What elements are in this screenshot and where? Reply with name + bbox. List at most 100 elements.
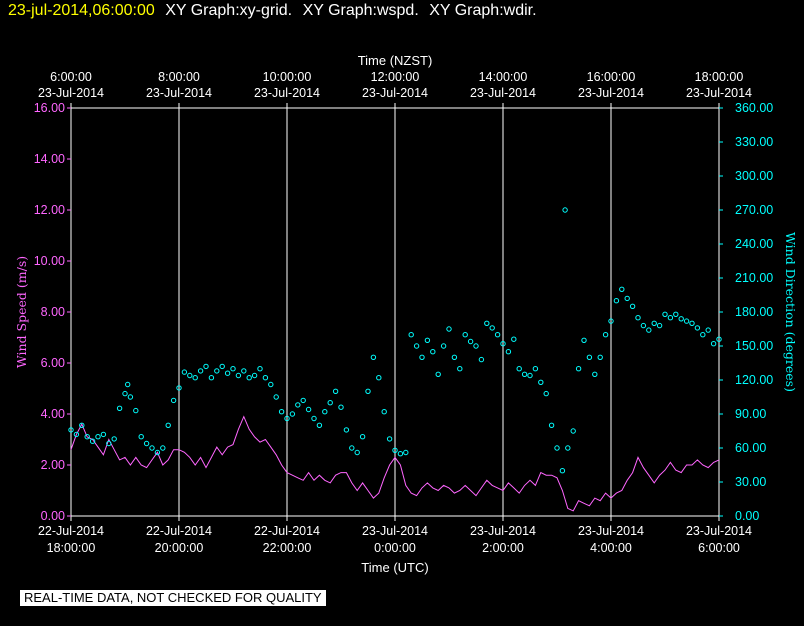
bottom-tick-time: 18:00:00 [47,541,96,555]
wind-direction-point [376,375,382,381]
wind-direction-point [354,449,360,456]
wind-direction-point [602,332,609,338]
wind-direction-point [257,366,263,372]
wind-direction-point [122,390,128,397]
wind-direction-point [176,385,182,391]
wind-direction-point [311,415,317,422]
wind-direction-point [505,349,512,355]
top-tick-time: 6:00:00 [50,70,92,84]
wind-direction-point [700,332,706,338]
wind-direction-point [349,445,355,451]
wind-direction-point [538,379,544,385]
wind-direction-point [494,332,501,338]
wind-direction-point [359,434,366,440]
bottom-axis-title: Time (UTC) [361,560,428,575]
wind-direction-point [203,363,209,370]
wind-direction-point [613,298,620,304]
wind-direction-point [597,354,603,360]
bottom-tick-time: 6:00:00 [698,541,740,555]
bottom-tick-time: 20:00:00 [155,541,204,555]
wind-direction-point [235,372,242,379]
wind-direction-point [570,428,576,434]
wind-direction-point [392,447,398,453]
wind-direction-point [646,327,652,333]
wind-direction-point [106,440,112,447]
wind-direction-point [246,375,252,381]
wind-direction-point [430,349,436,355]
left-tick-label: 10.00 [34,254,65,268]
wind-direction-point [262,375,269,381]
wind-direction-point [289,411,296,417]
wind-direction-point [511,336,517,342]
right-tick-label: 90.00 [735,407,766,421]
wind-direction-point [543,390,549,397]
wind-direction-point [451,354,458,360]
wind-direction-point [408,332,414,338]
quality-note: REAL-TIME DATA, NOT CHECKED FOR QUALITY [20,590,326,606]
wind-direction-point [192,375,198,381]
bottom-tick-date: 22-Jul-2014 [254,524,320,538]
wind-direction-point [73,431,80,438]
wind-direction-point [667,315,674,321]
right-tick-label: 60.00 [735,441,766,455]
header-timestamp: 23-jul-2014,06:00:00 [8,2,155,19]
right-tick-label: 180.00 [735,305,773,319]
left-tick-label: 14.00 [34,152,65,166]
wind-direction-point [116,405,123,411]
wind-direction-point [111,436,117,442]
wind-direction-point [138,434,144,440]
left-tick-label: 8.00 [41,305,65,319]
wind-direction-point [187,372,193,379]
wind-direction-point [125,381,131,388]
wind-direction-point [160,445,166,451]
wind-direction-point [381,409,387,415]
wind-direction-point [127,394,134,400]
wind-direction-point [95,434,101,440]
wind-direction-point [322,409,328,415]
wind-direction-point [214,368,220,374]
wind-direction-point [462,332,468,338]
wind-direction-point [478,356,485,363]
wind-direction-point [581,337,587,343]
wind-direction-point [343,427,350,433]
wind-direction-point [559,468,566,474]
left-tick-label: 16.00 [34,101,65,115]
wind-direction-point [143,440,150,447]
wind-direction-point [484,320,490,326]
right-tick-label: 120.00 [735,373,773,387]
wind-direction-point [424,337,431,343]
wind-direction-point [268,381,274,388]
wind-direction-point [500,341,506,347]
wind-speed-line [70,415,720,512]
bottom-tick-date: 23-Jul-2014 [470,524,536,538]
wind-direction-point [332,388,339,394]
wind-direction-point [635,315,641,321]
wind-direction-point [100,431,107,438]
top-tick-date: 23-Jul-2014 [254,86,320,100]
wind-direction-point [413,343,420,349]
top-tick-date: 23-Jul-2014 [686,86,752,100]
wind-direction-point [273,394,279,400]
wind-direction-point [338,404,344,410]
wind-direction-point [251,372,258,379]
bottom-tick-time: 0:00:00 [374,541,416,555]
left-tick-label: 0.00 [41,509,65,523]
wind-direction-point [716,336,722,342]
top-tick-time: 10:00:00 [263,70,312,84]
wind-direction-point [527,372,533,379]
right-tick-label: 270.00 [735,203,773,217]
wind-direction-point [521,371,528,377]
top-tick-date: 23-Jul-2014 [470,86,536,100]
wind-direction-point [370,354,377,360]
wind-direction-point [457,366,463,372]
wind-direction-point [133,407,139,414]
top-tick-time: 14:00:00 [479,70,528,84]
wind-direction-point [284,415,290,422]
wind-direction-point [208,375,215,381]
wind-direction-point [84,434,90,440]
wind-direction-point [181,369,188,375]
wind-direction-point [230,366,236,372]
wind-direction-point [197,368,204,374]
wind-direction-point [683,318,690,324]
wind-direction-point [586,354,593,360]
